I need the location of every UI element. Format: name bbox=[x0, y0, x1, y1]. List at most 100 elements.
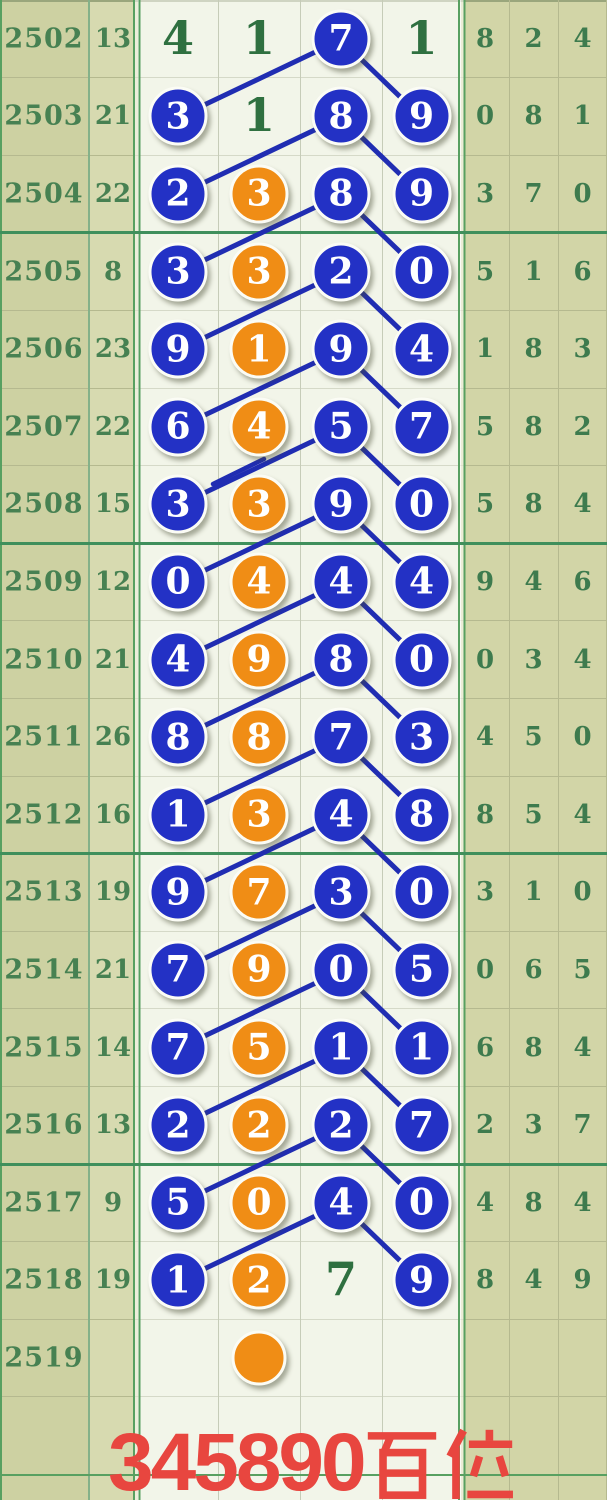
digit-marker-blue: 9 bbox=[392, 86, 451, 146]
trend-line bbox=[210, 456, 267, 487]
digit-marker-blue: 7 bbox=[148, 940, 208, 1000]
digit-marker-blue: 8 bbox=[311, 630, 371, 690]
digit-marker-orange: 4 bbox=[229, 397, 289, 457]
position-glyph-wei-icon bbox=[446, 1428, 513, 1499]
chart-row-2508: 2508 15 3 3 9 0 5 8 4 bbox=[0, 466, 607, 544]
chart-left-border bbox=[133, 0, 142, 1500]
chart-row-2518: 2518 19 1 2 7 9 8 4 9 bbox=[0, 1242, 607, 1320]
sum-cell: 14 bbox=[94, 1032, 132, 1063]
digit-marker-blue: 8 bbox=[311, 86, 371, 146]
result-digit-cell: 4 bbox=[524, 566, 543, 597]
chart-row-2504: 2504 22 2 3 8 9 3 7 0 bbox=[0, 155, 607, 233]
sum-cell: 21 bbox=[94, 101, 132, 132]
period-column-bg bbox=[0, 0, 89, 1500]
result-digit-cell: 4 bbox=[573, 23, 592, 54]
chart-row-2511: 2511 26 8 8 7 3 4 5 0 bbox=[0, 698, 607, 776]
result-digit-cell: 9 bbox=[573, 1265, 592, 1296]
digit-marker-blue: 9 bbox=[148, 862, 208, 922]
footer-digits: 345890 bbox=[108, 1417, 367, 1500]
period-cell: 2519 bbox=[4, 1342, 84, 1374]
chart-row-2514: 2514 21 7 9 0 5 0 6 5 bbox=[0, 931, 607, 1009]
grid-vline bbox=[605, 0, 607, 1500]
period-cell: 2503 bbox=[4, 100, 84, 132]
period-cell: 2505 bbox=[4, 256, 84, 288]
chart-row-2507: 2507 22 6 4 5 7 5 8 2 bbox=[0, 388, 607, 466]
chart-row-2515: 2515 14 7 5 1 1 6 8 4 bbox=[0, 1009, 607, 1087]
digit-marker-orange-blank bbox=[231, 1330, 287, 1386]
sum-cell: 16 bbox=[94, 799, 132, 830]
chart-footer-label: 345890 bbox=[108, 1422, 516, 1500]
sum-cell: 19 bbox=[94, 877, 132, 908]
result-digit-cell: 5 bbox=[524, 722, 543, 753]
digit-marker-orange: 5 bbox=[229, 1018, 289, 1078]
digit-marker-blue: 2 bbox=[311, 1095, 371, 1155]
sum-cell: 21 bbox=[94, 644, 132, 675]
result-digit-cell: 5 bbox=[573, 954, 592, 985]
digit-marker-blue: 3 bbox=[392, 707, 451, 767]
result-digit-cell: 1 bbox=[573, 101, 592, 132]
digit-marker-blue: 9 bbox=[311, 474, 371, 534]
digit-marker-blue: 4 bbox=[311, 552, 371, 612]
grid-vline bbox=[508, 0, 510, 1500]
result-digit-cell: 3 bbox=[524, 644, 543, 675]
digit-marker-orange: 0 bbox=[229, 1173, 289, 1233]
digit-marker-orange: 3 bbox=[229, 474, 289, 534]
digit-marker-orange: 4 bbox=[229, 552, 289, 612]
digit-marker-blue: 2 bbox=[148, 164, 208, 224]
digit-marker-orange: 9 bbox=[229, 630, 289, 690]
chart-row-2502: 2502 13 4 1 7 1 8 2 4 bbox=[0, 0, 607, 78]
result-digit-cell: 8 bbox=[475, 799, 495, 830]
grid-vline bbox=[381, 0, 383, 1500]
result-digit-cell: 4 bbox=[573, 644, 592, 675]
result-digit-cell: 3 bbox=[475, 178, 495, 209]
sum-cell: 19 bbox=[94, 1265, 132, 1296]
period-cell: 2506 bbox=[4, 333, 84, 365]
result-digit-cell: 5 bbox=[475, 256, 495, 287]
result-digit-cell: 6 bbox=[524, 954, 543, 985]
chart-row-2510: 2510 21 4 9 8 0 0 3 4 bbox=[0, 621, 607, 699]
result-digit-cell: 4 bbox=[573, 489, 592, 520]
result-digit-cell: 3 bbox=[524, 1110, 543, 1141]
digit-marker-orange: 3 bbox=[229, 164, 289, 224]
result-digit-cell: 8 bbox=[524, 101, 543, 132]
digit-marker-blue: 0 bbox=[392, 1173, 451, 1233]
result-digit-cell: 0 bbox=[475, 644, 495, 675]
grid-vline bbox=[557, 0, 559, 1500]
period-cell: 2508 bbox=[4, 488, 84, 520]
digit-marker-blue: 9 bbox=[148, 319, 208, 379]
result-digit-cell: 7 bbox=[573, 1110, 592, 1141]
chart-row-2506: 2506 23 9 1 9 4 1 8 3 bbox=[0, 310, 607, 388]
result-digit-cell: 4 bbox=[573, 799, 592, 830]
result-digit-cell: 8 bbox=[524, 411, 543, 442]
digit-marker-orange: 8 bbox=[229, 707, 289, 767]
chart-row-2516: 2516 13 2 2 2 7 2 3 7 bbox=[0, 1086, 607, 1164]
chart-row-2513: 2513 19 9 7 3 0 3 1 0 bbox=[0, 854, 607, 932]
digit-marker-blue: 7 bbox=[311, 9, 371, 69]
grid-vline bbox=[299, 0, 301, 1500]
digit-marker-blue: 7 bbox=[148, 1018, 208, 1078]
digit-marker-blue: 2 bbox=[148, 1095, 208, 1155]
result-digit-cell: 6 bbox=[573, 256, 592, 287]
result-digit-cell: 8 bbox=[524, 1032, 543, 1063]
result-digit-cell: 3 bbox=[475, 877, 495, 908]
digit-marker-blue: 9 bbox=[311, 319, 371, 379]
digit-marker-blue: 3 bbox=[148, 86, 208, 146]
period-cell: 2518 bbox=[4, 1264, 84, 1296]
sum-cell: 22 bbox=[94, 178, 132, 209]
digit-marker-blue: 3 bbox=[148, 242, 208, 302]
result-digit-cell: 1 bbox=[524, 256, 543, 287]
digit-marker-blue: 1 bbox=[148, 1250, 208, 1310]
result-digit-cell: 2 bbox=[524, 23, 543, 54]
period-cell: 2509 bbox=[4, 566, 84, 598]
digit-marker-blue: 4 bbox=[392, 319, 451, 379]
digit-plain: 4 bbox=[161, 10, 195, 65]
digit-marker-blue: 8 bbox=[311, 164, 371, 224]
result-digit-cell: 0 bbox=[573, 877, 592, 908]
digit-marker-blue: 0 bbox=[148, 552, 208, 612]
digit-marker-orange: 3 bbox=[229, 242, 289, 302]
period-cell: 2510 bbox=[4, 644, 84, 676]
grid-vline bbox=[0, 0, 2, 1500]
period-cell: 2512 bbox=[4, 799, 84, 831]
digit-marker-orange: 3 bbox=[229, 785, 289, 845]
